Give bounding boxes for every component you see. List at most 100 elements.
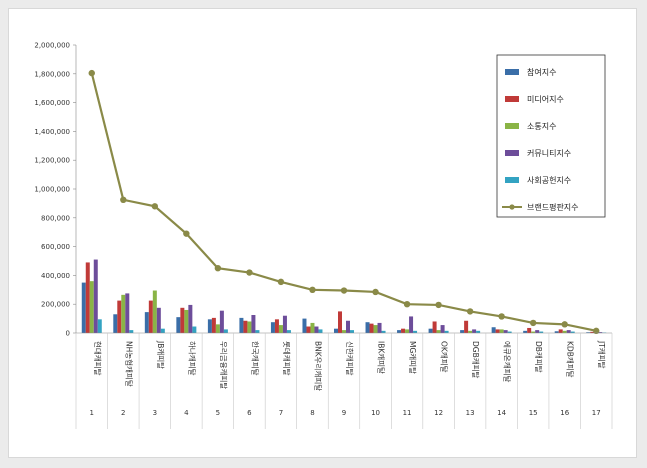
legend-swatch xyxy=(505,69,519,75)
bar xyxy=(527,327,532,333)
bar xyxy=(274,319,279,333)
bar xyxy=(129,330,134,333)
bar xyxy=(460,330,465,333)
bar xyxy=(176,317,181,333)
category-index: 16 xyxy=(560,409,569,417)
legend-label: 브랜드평판지수 xyxy=(527,202,579,212)
y-tick-label: 1,800,000 xyxy=(34,70,70,78)
line-marker xyxy=(246,269,253,276)
chart-frame: 0 200,000 400,000 600,000 800,000 1,000,000 1,… xyxy=(8,8,637,458)
bar xyxy=(472,329,477,333)
category-label: 에큐온캐피탈 xyxy=(503,341,512,382)
line-series xyxy=(88,69,600,335)
category-index: 3 xyxy=(153,409,157,417)
bar xyxy=(334,328,338,333)
line-marker xyxy=(561,321,568,328)
line-marker xyxy=(183,230,190,237)
bar xyxy=(223,329,228,333)
bar xyxy=(523,330,528,333)
category-index: 7 xyxy=(279,409,283,417)
bar xyxy=(346,320,350,333)
line-marker xyxy=(214,265,222,272)
bar xyxy=(192,326,197,333)
bar xyxy=(503,330,508,333)
category-label: 롯데캐피탈 xyxy=(282,341,291,376)
line-marker xyxy=(88,69,95,77)
category-index: 5 xyxy=(216,409,220,417)
category-label: NH농협캐피탈 xyxy=(124,341,134,387)
bar xyxy=(491,327,496,333)
category-index: 8 xyxy=(310,409,314,417)
bar xyxy=(499,329,504,333)
category-label: 현대캐피탈 xyxy=(93,341,102,376)
bar xyxy=(282,315,287,333)
line-marker xyxy=(151,203,159,210)
y-tick-label: 400,000 xyxy=(41,272,70,280)
y-tick-label: 1,200,000 xyxy=(34,157,70,165)
y-tick-label: 800,000 xyxy=(41,214,70,222)
line-marker xyxy=(277,278,285,286)
bar xyxy=(558,329,563,333)
bar xyxy=(444,330,449,333)
category-label: OK캐피탈 xyxy=(440,341,449,373)
bar xyxy=(369,323,374,333)
category-index: 13 xyxy=(466,409,475,417)
legend-swatch xyxy=(505,123,519,129)
category-index: 15 xyxy=(529,409,538,417)
bar xyxy=(121,294,126,333)
bar xyxy=(539,331,544,333)
bar xyxy=(318,329,323,333)
brand-reputation-chart: 0 200,000 400,000 600,000 800,000 1,000,000 1,… xyxy=(34,42,613,429)
y-tick-label: 1,000,000 xyxy=(34,186,70,194)
bar xyxy=(152,290,157,333)
category-index: 4 xyxy=(184,409,189,417)
bar xyxy=(432,321,437,333)
line-marker xyxy=(593,327,600,335)
bar xyxy=(554,331,559,333)
bar xyxy=(590,331,595,333)
category-index: 2 xyxy=(121,409,125,417)
y-axis: 0 200,000 400,000 600,000 800,000 1,000,000 1,… xyxy=(34,42,77,338)
category-index: 10 xyxy=(371,409,380,417)
line-marker xyxy=(498,313,505,320)
bar xyxy=(251,315,256,333)
y-tick-label: 0 xyxy=(66,330,70,338)
legend-label: 미디어지수 xyxy=(527,94,564,104)
bar xyxy=(535,330,540,333)
bar xyxy=(310,322,315,333)
category-label: DB캐피탈 xyxy=(534,341,543,373)
category-label: BNK우리캐피탈 xyxy=(313,341,322,391)
line-marker xyxy=(466,308,474,315)
bar xyxy=(397,330,402,333)
bar xyxy=(160,328,165,333)
bar xyxy=(373,325,378,333)
category-label: 한국캐피탈 xyxy=(250,341,259,376)
bar xyxy=(440,325,445,333)
bar xyxy=(598,332,603,333)
bar xyxy=(476,330,481,333)
line-marker xyxy=(435,301,442,309)
legend-swatch xyxy=(505,150,519,156)
bar xyxy=(381,330,386,333)
bar xyxy=(342,330,346,333)
category-index: 9 xyxy=(342,409,346,417)
bar xyxy=(184,309,189,333)
bar xyxy=(338,311,342,333)
line-marker xyxy=(309,286,316,293)
bar xyxy=(247,321,252,333)
category-index: 14 xyxy=(497,409,506,417)
category-label: 신한캐피탈 xyxy=(345,341,354,376)
bar xyxy=(377,322,382,333)
bar xyxy=(314,326,319,333)
bar xyxy=(531,331,536,333)
line-marker xyxy=(403,301,411,308)
bar xyxy=(148,300,153,333)
bar xyxy=(270,322,275,333)
bar-series xyxy=(81,259,607,333)
bar xyxy=(405,329,410,333)
category-label: 우리금융캐피탈 xyxy=(219,341,228,389)
y-tick-label: 2,000,000 xyxy=(34,42,70,50)
bar xyxy=(81,282,86,333)
bar xyxy=(97,319,102,333)
category-label: IBK캐피탈 xyxy=(377,341,386,374)
